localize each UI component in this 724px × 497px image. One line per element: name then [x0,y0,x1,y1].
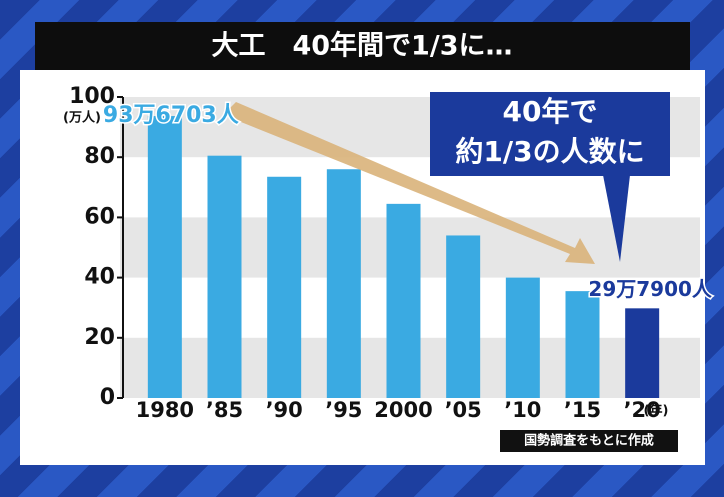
value-label: 29万7900人 [588,277,712,301]
y-tick-label: 0 [100,385,115,410]
source-box [500,430,678,452]
callout-box [430,92,670,176]
x-tick-label: ’10 [504,398,541,422]
x-tick-label: 2000 [374,398,432,422]
callout-line: 約1/3の人数に [455,135,644,168]
title-bar [35,22,690,70]
x-unit: (年) [644,403,669,419]
bar [267,176,302,398]
x-tick-label: ’90 [266,398,303,422]
y-tick-label: 80 [84,144,115,169]
x-tick-label: ’20 [624,398,661,422]
value-label: 93万6703人 [103,103,239,128]
x-tick-label: 1980 [136,398,194,422]
bar [565,291,600,398]
x-tick-label: ’85 [206,398,243,422]
y-tick-label: 20 [84,325,115,350]
bar [625,308,660,398]
y-tick-label: 100 [69,84,115,109]
bar [505,277,540,398]
y-tick-label: 40 [84,265,115,290]
x-tick-label: ’15 [564,398,601,422]
y-unit: (万人) [63,110,101,126]
chart-title: 大工 40年間で1/3に… [211,30,512,62]
callout-pointer [603,175,630,262]
bar [147,116,182,398]
bar [326,169,361,398]
x-tick-label: ’05 [445,398,482,422]
callout-line: 40年で [503,95,598,128]
bar [446,235,481,398]
y-tick-label: 60 [84,204,115,229]
bar [207,155,242,398]
trend-arrow [226,102,595,264]
x-tick-label: ’95 [325,398,362,422]
bar [386,203,421,398]
source: 国勢調査をもとに作成 [524,433,654,449]
